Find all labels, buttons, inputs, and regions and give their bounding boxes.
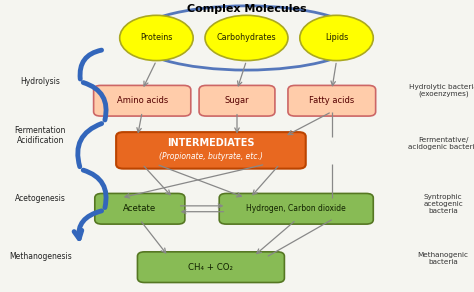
FancyBboxPatch shape bbox=[94, 85, 191, 116]
Text: Hydrogen, Carbon dioxide: Hydrogen, Carbon dioxide bbox=[246, 204, 346, 213]
Text: Acetogenesis: Acetogenesis bbox=[15, 194, 66, 203]
FancyBboxPatch shape bbox=[95, 194, 185, 224]
Text: INTERMEDIATES: INTERMEDIATES bbox=[167, 138, 255, 148]
Text: Hydrolysis: Hydrolysis bbox=[20, 77, 60, 86]
FancyBboxPatch shape bbox=[199, 85, 275, 116]
Text: (Propionate, butyrate, etc.): (Propionate, butyrate, etc.) bbox=[159, 152, 263, 161]
Text: CH₄ + CO₂: CH₄ + CO₂ bbox=[189, 263, 233, 272]
Ellipse shape bbox=[300, 15, 373, 61]
Text: Sugar: Sugar bbox=[225, 96, 249, 105]
Text: Fermentative/
acidogenic bacteria: Fermentative/ acidogenic bacteria bbox=[408, 137, 474, 150]
Text: Proteins: Proteins bbox=[140, 34, 173, 42]
Text: Hydrolytic bacteria
(exoenzymes): Hydrolytic bacteria (exoenzymes) bbox=[409, 84, 474, 97]
Text: Acetate: Acetate bbox=[123, 204, 156, 213]
FancyBboxPatch shape bbox=[137, 252, 284, 283]
Text: Amino acids: Amino acids bbox=[117, 96, 168, 105]
FancyBboxPatch shape bbox=[219, 194, 373, 224]
Ellipse shape bbox=[119, 15, 193, 61]
Text: Lipids: Lipids bbox=[325, 34, 348, 42]
FancyBboxPatch shape bbox=[116, 132, 306, 169]
FancyBboxPatch shape bbox=[288, 85, 375, 116]
Text: Fatty acids: Fatty acids bbox=[309, 96, 355, 105]
Text: Complex Molecules: Complex Molecules bbox=[187, 4, 306, 14]
Ellipse shape bbox=[205, 15, 288, 61]
Text: Methanogenic
bacteria: Methanogenic bacteria bbox=[418, 252, 469, 265]
Text: Carbohydrates: Carbohydrates bbox=[217, 34, 276, 42]
Text: Syntrophic
acetogenic
bacteria: Syntrophic acetogenic bacteria bbox=[423, 194, 463, 214]
Text: Methanogenesis: Methanogenesis bbox=[9, 253, 72, 261]
Text: Fermentation
Acidification: Fermentation Acidification bbox=[15, 126, 66, 145]
